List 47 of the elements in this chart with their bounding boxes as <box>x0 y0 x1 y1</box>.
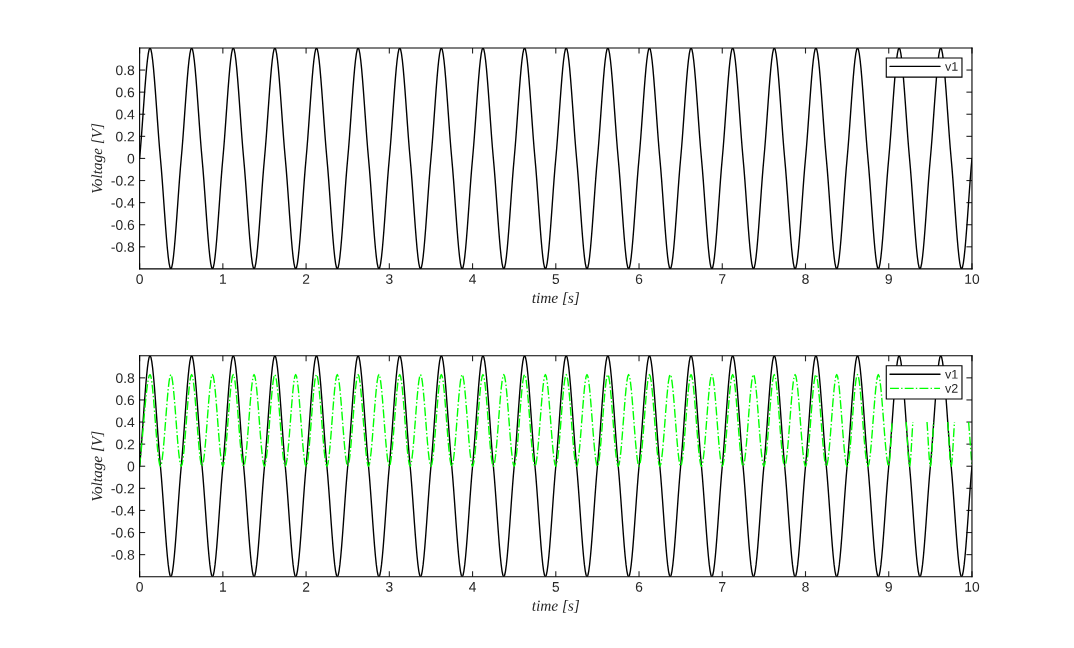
y-tick-label: -0.4 <box>111 505 135 516</box>
y-tick-label: 0 <box>127 461 135 472</box>
y-tick-label: -0.2 <box>111 175 135 186</box>
x-tick-label: 1 <box>220 582 227 592</box>
y-tick-label: -0.6 <box>111 527 135 538</box>
x-tick-label: 9 <box>885 274 892 284</box>
y-tick-label: -0.2 <box>111 483 135 494</box>
x-tick-label: 2 <box>302 581 310 592</box>
y-tick-label: 0.6 <box>116 395 135 406</box>
x-tick-label: 9 <box>885 581 892 592</box>
x-tick-label: 10 <box>965 274 980 284</box>
y-axis-title: Voltage [V] <box>91 431 106 501</box>
x-tick-label: 1 <box>220 274 227 284</box>
y-tick-label: 0.4 <box>116 109 135 120</box>
x-axis-title: time [s] <box>532 292 580 305</box>
x-tick-label: 0 <box>136 581 143 592</box>
x-tick-label: 3 <box>385 581 393 592</box>
x-tick-label: 7 <box>719 582 726 592</box>
x-tick-label: 8 <box>802 581 809 592</box>
x-tick-label: 5 <box>552 582 560 592</box>
y-tick-label: 0 <box>127 153 135 164</box>
x-tick-label: 7 <box>719 274 726 284</box>
y-tick-label: 0.8 <box>116 373 135 384</box>
y-tick-label: -0.6 <box>111 220 135 230</box>
x-tick-label: 6 <box>635 274 643 284</box>
y-tick-label: -0.4 <box>111 197 135 208</box>
y-tick-label: 0.4 <box>116 417 135 428</box>
y-tick-label: -0.8 <box>111 549 135 560</box>
y-tick-label: 0.6 <box>116 87 135 98</box>
x-tick-label: 5 <box>552 274 560 284</box>
y-tick-label: 0.8 <box>116 65 135 76</box>
x-tick-label: 10 <box>965 581 980 592</box>
legend-label: v1 <box>945 369 958 379</box>
x-tick-label: 3 <box>385 274 393 284</box>
legend-label: v2 <box>945 383 958 393</box>
x-tick-label: 0 <box>136 274 143 284</box>
x-tick-label: 2 <box>302 274 310 284</box>
y-axis-title: Voltage [V] <box>91 123 106 194</box>
legend-label: v1 <box>945 62 958 71</box>
x-tick-label: 6 <box>635 581 643 592</box>
x-tick-label: 4 <box>469 582 477 592</box>
y-tick-label: 0.2 <box>116 131 135 142</box>
y-tick-label: -0.8 <box>111 242 135 252</box>
x-tick-label: 4 <box>469 274 477 284</box>
y-tick-label: 0.2 <box>116 439 135 450</box>
x-axis-title: time [s] <box>532 600 580 613</box>
x-tick-label: 8 <box>802 274 809 284</box>
